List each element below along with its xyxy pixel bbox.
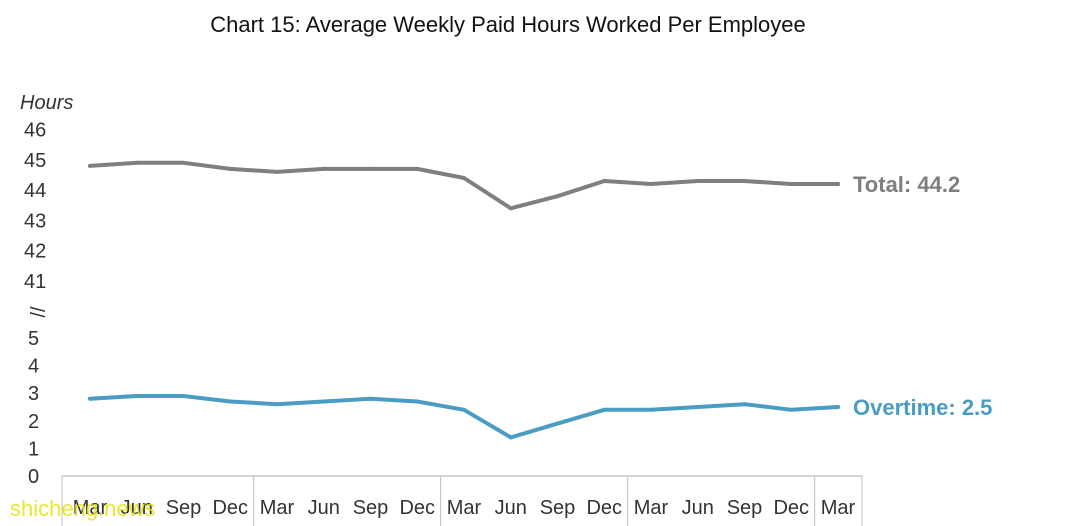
y-tick-label: 42 bbox=[24, 241, 46, 263]
x-tick-label: Dec bbox=[586, 497, 622, 519]
x-tick-label: Mar bbox=[447, 497, 482, 519]
x-tick-label: Dec bbox=[399, 497, 435, 519]
x-tick-label: Jun bbox=[308, 497, 340, 519]
y-tick-label: 2 bbox=[28, 411, 39, 433]
x-tick-label: Jun bbox=[121, 497, 153, 519]
data-point-total bbox=[321, 166, 326, 171]
data-point-total bbox=[555, 194, 560, 199]
series-layer: Total: 44.2 Overtime: 2.5 bbox=[88, 160, 992, 440]
series-label-total: Total: 44.2 bbox=[853, 172, 960, 197]
y-tick-label: 4 bbox=[28, 356, 39, 378]
series-line-total bbox=[88, 160, 840, 211]
data-point-overtime bbox=[275, 402, 279, 407]
data-point-overtime bbox=[508, 435, 513, 440]
x-tick-label: Mar bbox=[260, 497, 295, 519]
y-tick-label: 45 bbox=[24, 150, 46, 172]
x-tick-label: Mar bbox=[73, 497, 108, 519]
data-point-overtime bbox=[649, 407, 653, 412]
data-point-total bbox=[368, 166, 373, 171]
x-tick-label: Jun bbox=[495, 497, 527, 519]
data-point-total bbox=[275, 169, 279, 174]
data-point-overtime bbox=[228, 399, 233, 404]
data-point-total bbox=[462, 175, 466, 180]
data-point-overtime bbox=[742, 402, 747, 407]
data-point-total bbox=[415, 166, 420, 171]
y-tick-label: 46 bbox=[24, 120, 46, 142]
data-point-overtime bbox=[368, 396, 373, 401]
data-point-total bbox=[181, 160, 186, 165]
x-axis: Mar Jun Sep Dec Mar Jun Sep Dec Mar Jun Sep Dec Mar J… bbox=[61, 475, 863, 526]
data-point-total bbox=[228, 166, 233, 171]
y-tick-label: 43 bbox=[24, 210, 46, 232]
data-point-overtime bbox=[321, 399, 326, 404]
data-point-total bbox=[742, 179, 747, 184]
data-point-overtime bbox=[181, 393, 186, 398]
data-point-overtime bbox=[134, 393, 139, 398]
y-tick-label: 0 bbox=[28, 466, 39, 488]
data-point-overtime bbox=[789, 407, 794, 412]
x-tick-label: Sep bbox=[353, 497, 389, 519]
data-point-overtime bbox=[555, 421, 560, 426]
data-point-overtime bbox=[462, 407, 466, 412]
y-tick-label: 41 bbox=[24, 271, 46, 293]
x-tick-label: Mar bbox=[634, 497, 669, 519]
chart-title: Chart 15: Average Weekly Paid Hours Work… bbox=[210, 12, 806, 37]
data-point-total bbox=[695, 179, 700, 184]
data-point-overtime bbox=[836, 405, 840, 409]
y-axis-unit-label: Hours bbox=[20, 92, 73, 114]
series-line-overtime bbox=[88, 394, 840, 440]
x-tick-label: Dec bbox=[212, 497, 248, 519]
y-tick-label: 1 bbox=[28, 438, 39, 460]
x-tick-label: Sep bbox=[166, 497, 202, 519]
data-point-overtime bbox=[88, 396, 92, 401]
data-point-total bbox=[789, 182, 794, 187]
data-point-overtime bbox=[415, 399, 420, 404]
data-point-total bbox=[508, 206, 513, 211]
y-tick-label: 3 bbox=[28, 383, 39, 405]
x-tick-label: Sep bbox=[540, 497, 576, 519]
watermark-text: shicheng.news bbox=[10, 496, 156, 521]
y-axis-break-marker: // bbox=[25, 306, 47, 318]
series-label-overtime: Overtime: 2.5 bbox=[853, 395, 992, 420]
data-point-total bbox=[649, 182, 653, 187]
x-tick-label: Sep bbox=[727, 497, 763, 519]
data-point-total bbox=[836, 182, 840, 187]
data-point-overtime bbox=[602, 407, 607, 412]
data-point-total bbox=[134, 160, 139, 165]
y-tick-label: 44 bbox=[24, 180, 46, 202]
data-point-overtime bbox=[695, 405, 700, 409]
data-point-total bbox=[602, 179, 607, 184]
y-tick-label: 5 bbox=[28, 328, 39, 350]
x-tick-label: Jun bbox=[682, 497, 714, 519]
x-tick-label: Dec bbox=[773, 497, 809, 519]
x-tick-label: Mar bbox=[821, 497, 856, 519]
data-point-total bbox=[88, 163, 92, 168]
